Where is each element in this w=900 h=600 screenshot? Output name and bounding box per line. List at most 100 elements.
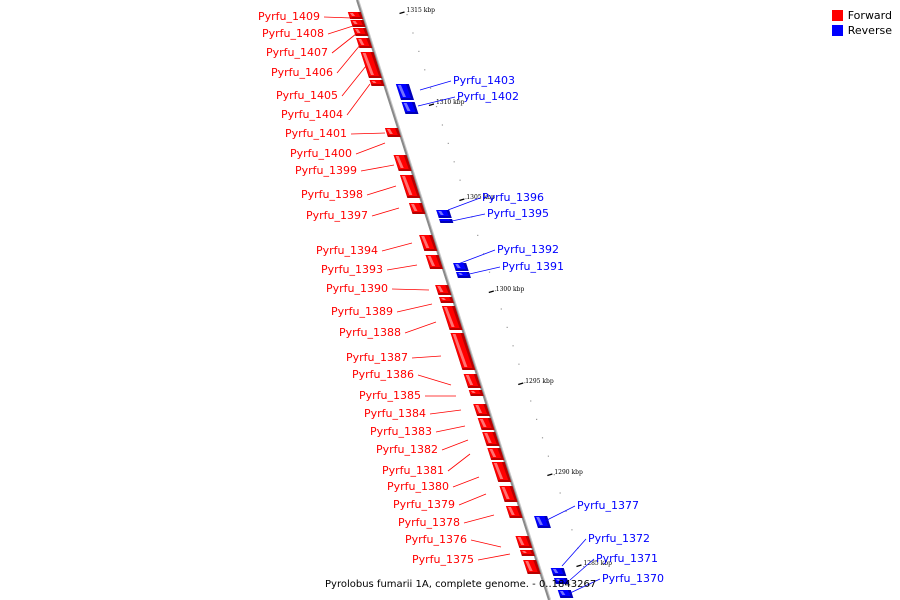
tick-label: 1285 kbp <box>583 560 612 567</box>
forward-gene[interactable] <box>439 297 454 303</box>
forward-gene-label: Pyrfu_1378 <box>398 514 495 529</box>
svg-text:Pyrfu_1394: Pyrfu_1394 <box>316 244 378 257</box>
reverse-gene[interactable] <box>436 210 452 218</box>
svg-text:Pyrfu_1403: Pyrfu_1403 <box>453 74 515 87</box>
forward-gene-label: Pyrfu_1398 <box>301 185 397 201</box>
forward-gene[interactable] <box>482 432 500 446</box>
svg-text:Pyrfu_1384: Pyrfu_1384 <box>364 407 426 420</box>
forward-gene[interactable] <box>408 203 426 214</box>
legend-reverse: Reverse <box>831 23 892 38</box>
forward-gene-label: Pyrfu_1408 <box>262 25 354 40</box>
svg-text:Pyrfu_1391: Pyrfu_1391 <box>502 260 564 273</box>
forward-gene-label: Pyrfu_1381 <box>382 453 471 477</box>
reverse-gene[interactable] <box>453 263 469 271</box>
forward-gene[interactable] <box>520 550 535 556</box>
forward-gene[interactable] <box>435 285 452 295</box>
tick-label: 1310 kbp <box>436 99 465 106</box>
svg-text:Pyrfu_1385: Pyrfu_1385 <box>359 389 421 402</box>
reverse-gene-label: Pyrfu_1395 <box>451 207 549 222</box>
tick-mark <box>576 564 582 568</box>
forward-gene[interactable] <box>523 560 541 574</box>
svg-text:Pyrfu_1372: Pyrfu_1372 <box>588 532 650 545</box>
tick-mark <box>547 473 553 477</box>
forward-gene[interactable] <box>400 175 421 198</box>
tick-mark <box>518 382 524 386</box>
forward-gene[interactable] <box>477 418 495 430</box>
forward-gene-label: Pyrfu_1399 <box>295 164 395 177</box>
tick-label: 1290 kbp <box>554 469 583 476</box>
forward-gene-label: Pyrfu_1387 <box>346 351 442 364</box>
svg-text:Pyrfu_1379: Pyrfu_1379 <box>393 498 455 511</box>
svg-text:Pyrfu_1382: Pyrfu_1382 <box>376 443 438 456</box>
svg-text:Pyrfu_1375: Pyrfu_1375 <box>412 553 474 566</box>
svg-text:Pyrfu_1395: Pyrfu_1395 <box>487 207 549 220</box>
forward-gene-label: Pyrfu_1376 <box>405 533 502 548</box>
svg-text:Pyrfu_1370: Pyrfu_1370 <box>602 572 664 585</box>
svg-text:Pyrfu_1393: Pyrfu_1393 <box>321 263 383 276</box>
forward-swatch <box>831 10 843 21</box>
forward-gene[interactable] <box>347 12 364 19</box>
forward-gene[interactable] <box>419 235 438 251</box>
forward-gene[interactable] <box>384 128 401 137</box>
gene-features <box>347 12 574 598</box>
svg-text:Pyrfu_1387: Pyrfu_1387 <box>346 351 408 364</box>
forward-gene-label: Pyrfu_1384 <box>364 407 462 420</box>
forward-gene[interactable] <box>463 374 482 388</box>
forward-gene-label: Pyrfu_1382 <box>376 439 469 456</box>
forward-gene-label: Pyrfu_1393 <box>321 263 418 276</box>
forward-gene-label: Pyrfu_1379 <box>393 493 487 511</box>
svg-text:Pyrfu_1408: Pyrfu_1408 <box>262 27 324 40</box>
forward-gene[interactable] <box>468 390 484 396</box>
forward-gene-label: Pyrfu_1380 <box>387 476 480 493</box>
forward-gene[interactable] <box>487 448 505 460</box>
forward-gene[interactable] <box>352 28 369 36</box>
reverse-gene-label: Pyrfu_1396 <box>447 191 544 211</box>
svg-text:Pyrfu_1396: Pyrfu_1396 <box>482 191 544 204</box>
forward-gene[interactable] <box>515 536 533 548</box>
forward-gene-label: Pyrfu_1401 <box>285 127 386 140</box>
forward-gene-label: Pyrfu_1389 <box>331 303 433 318</box>
forward-gene[interactable] <box>499 486 518 502</box>
svg-text:Pyrfu_1399: Pyrfu_1399 <box>295 164 357 177</box>
forward-gene[interactable] <box>505 506 523 518</box>
reverse-gene[interactable] <box>456 272 471 278</box>
svg-text:Pyrfu_1405: Pyrfu_1405 <box>276 89 338 102</box>
forward-gene[interactable] <box>360 52 382 78</box>
reverse-gene[interactable] <box>439 219 454 223</box>
tick-mark <box>488 290 494 294</box>
svg-text:Pyrfu_1383: Pyrfu_1383 <box>370 425 432 438</box>
forward-gene[interactable] <box>350 20 366 27</box>
svg-text:Pyrfu_1398: Pyrfu_1398 <box>301 188 363 201</box>
reverse-gene-label: Pyrfu_1392 <box>457 243 559 265</box>
gene-labels: Pyrfu_1409 Pyrfu_1408 Pyrfu_1407 Pyrfu_1406… <box>258 10 664 595</box>
forward-gene-label: Pyrfu_1409 <box>258 10 353 23</box>
svg-text:Pyrfu_1401: Pyrfu_1401 <box>285 127 347 140</box>
svg-text:Pyrfu_1381: Pyrfu_1381 <box>382 464 444 477</box>
forward-gene-label: Pyrfu_1404 <box>281 83 371 121</box>
svg-text:Pyrfu_1402: Pyrfu_1402 <box>457 90 519 103</box>
reverse-gene[interactable] <box>401 102 419 114</box>
reverse-gene[interactable] <box>534 516 551 528</box>
forward-gene[interactable] <box>393 155 412 171</box>
forward-gene[interactable] <box>441 306 463 330</box>
forward-gene-label: Pyrfu_1406 <box>271 43 362 79</box>
reverse-gene-label: Pyrfu_1371 <box>569 552 658 581</box>
reverse-swatch <box>831 25 843 36</box>
genome-caption: Pyrolobus fumarii 1A, complete genome. -… <box>325 579 597 590</box>
svg-text:Pyrfu_1377: Pyrfu_1377 <box>577 499 639 512</box>
svg-text:Pyrfu_1386: Pyrfu_1386 <box>352 368 414 381</box>
svg-text:Pyrfu_1397: Pyrfu_1397 <box>306 209 368 222</box>
forward-gene[interactable] <box>450 333 476 370</box>
svg-text:Pyrfu_1388: Pyrfu_1388 <box>339 326 401 339</box>
tick-mark <box>428 103 435 107</box>
reverse-gene[interactable] <box>557 590 574 598</box>
svg-text:Pyrfu_1400: Pyrfu_1400 <box>290 147 352 160</box>
forward-gene[interactable] <box>425 255 444 269</box>
forward-gene[interactable] <box>369 80 385 86</box>
reverse-gene-label: Pyrfu_1372 <box>561 532 650 567</box>
reverse-gene[interactable] <box>550 568 567 576</box>
reverse-gene[interactable] <box>553 578 569 584</box>
reverse-gene[interactable] <box>395 84 414 100</box>
forward-gene[interactable] <box>491 462 512 482</box>
forward-gene[interactable] <box>473 404 491 416</box>
